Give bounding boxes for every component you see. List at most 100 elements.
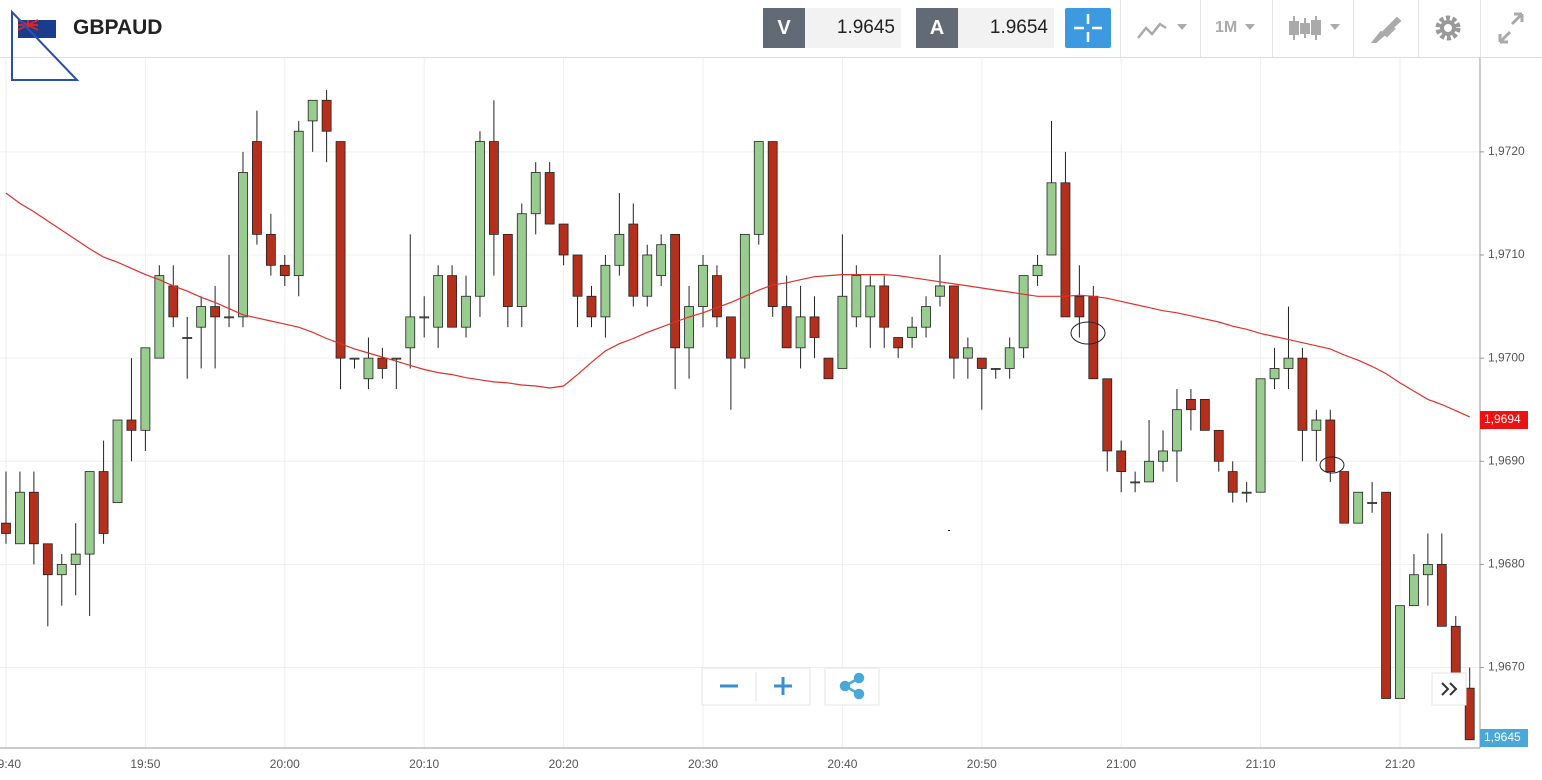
candle-body — [1032, 264, 1043, 277]
candle-body — [349, 357, 360, 360]
zoom-in-button[interactable] — [774, 677, 792, 695]
x-tick-label: 20:50 — [967, 757, 997, 771]
candle-body — [1088, 295, 1099, 380]
settings-button[interactable] — [1434, 8, 1464, 48]
x-tick-label: 21:10 — [1246, 757, 1276, 771]
candle-body — [112, 419, 123, 503]
candle-body — [196, 306, 207, 328]
candle-body — [1464, 687, 1475, 741]
share-icon — [839, 672, 865, 700]
timeframe-button[interactable]: 1M — [1215, 19, 1238, 36]
candle-body — [1199, 398, 1210, 431]
candle-body — [614, 233, 625, 266]
y-tick-label: 1,9720 — [1488, 144, 1525, 158]
candle-body — [405, 316, 416, 349]
candle-body — [168, 285, 179, 318]
candle-body — [1409, 574, 1419, 607]
candle-body — [725, 316, 736, 359]
candle-body — [210, 306, 221, 318]
share-button[interactable] — [824, 667, 880, 706]
x-tick-label: 21:20 — [1385, 757, 1415, 771]
candle-body — [767, 141, 778, 307]
candle-body — [461, 295, 471, 328]
candle-body — [753, 141, 764, 235]
draw-button[interactable] — [1370, 8, 1402, 48]
fullscreen-button[interactable] — [1496, 8, 1526, 48]
candle-body — [15, 491, 25, 545]
candle-body — [1269, 368, 1280, 380]
candle-body — [600, 264, 611, 318]
candle-body — [1116, 450, 1127, 472]
candle-body — [1144, 460, 1154, 483]
candle-body — [907, 326, 917, 338]
price-marker-label: 1,9694 — [1484, 412, 1521, 426]
candle-body — [1046, 182, 1057, 256]
bid-price[interactable]: 1.9645 — [805, 8, 901, 48]
y-tick-label: 1,9710 — [1488, 247, 1525, 261]
axes: 1,9670 1,9680 1,9690 1,9700 1,9710 1,9720 19:4… — [0, 144, 1528, 771]
price-marker-label: 1,9645 — [1484, 730, 1521, 744]
candle-body — [1422, 564, 1433, 576]
candle-body — [238, 172, 248, 318]
candle-body — [976, 357, 987, 369]
ask-label[interactable]: A — [916, 8, 958, 48]
candle-body — [1325, 419, 1336, 472]
candle-body — [1311, 419, 1322, 431]
plot-area — [1, 89, 1475, 741]
candle-body — [224, 316, 234, 319]
candle-body — [1060, 182, 1071, 318]
candle-body — [419, 316, 430, 319]
candle-body — [1255, 378, 1266, 493]
x-tick-label: 19:50 — [130, 757, 160, 771]
x-tick-label: 19:40 — [0, 757, 21, 771]
separator — [1353, 0, 1354, 57]
crosshair-button[interactable] — [1065, 8, 1111, 48]
candle-body — [712, 275, 722, 318]
candles-button[interactable] — [1288, 8, 1348, 48]
candle-body — [1186, 398, 1196, 411]
candle-body — [1018, 275, 1029, 349]
separator — [1120, 0, 1121, 57]
candle-body — [1241, 491, 1252, 494]
y-tick-label: 1,9690 — [1488, 453, 1525, 467]
symbol: GBPAUD — [73, 16, 163, 39]
candle-body — [28, 491, 39, 545]
y-tick-label: 1,9670 — [1488, 660, 1525, 674]
candle-body — [1339, 471, 1350, 524]
candle-body — [586, 295, 597, 318]
candle-body — [391, 357, 402, 360]
candle-body — [252, 141, 262, 235]
candle-body — [1283, 357, 1294, 369]
candle-body — [698, 264, 708, 307]
separator — [1480, 0, 1481, 57]
price-marker — [1480, 729, 1528, 747]
candle-body — [1450, 625, 1461, 679]
candle-body — [70, 553, 81, 565]
candle-body — [530, 172, 541, 215]
candle-body — [1130, 481, 1141, 484]
annotation-ellipse — [1319, 456, 1345, 474]
candle-body — [1172, 409, 1182, 452]
candle-body — [684, 306, 694, 349]
scroll-icon — [1441, 682, 1458, 696]
price-marker — [1480, 411, 1528, 430]
candle-body — [154, 275, 165, 359]
dot — [948, 530, 950, 531]
candle-body — [628, 223, 639, 297]
bid-label[interactable]: V — [763, 8, 805, 48]
candle-body — [656, 244, 667, 277]
candle-body — [42, 543, 53, 576]
y-tick-label: 1,9700 — [1488, 350, 1525, 364]
candle-body — [502, 233, 513, 307]
candle-body — [544, 172, 555, 225]
candle-body — [1297, 357, 1308, 431]
candle-body — [823, 357, 834, 380]
candle-body — [335, 141, 346, 359]
toolbar: GBPAUD V 1.9645 A 1.9654 1M — [0, 0, 1542, 81]
separator — [1272, 0, 1273, 57]
candle-body — [321, 99, 332, 132]
ask-price[interactable]: 1.9654 — [958, 8, 1054, 48]
chart-type-button[interactable] — [1135, 8, 1195, 48]
candle-body — [865, 285, 876, 318]
candle-body — [1004, 347, 1015, 369]
